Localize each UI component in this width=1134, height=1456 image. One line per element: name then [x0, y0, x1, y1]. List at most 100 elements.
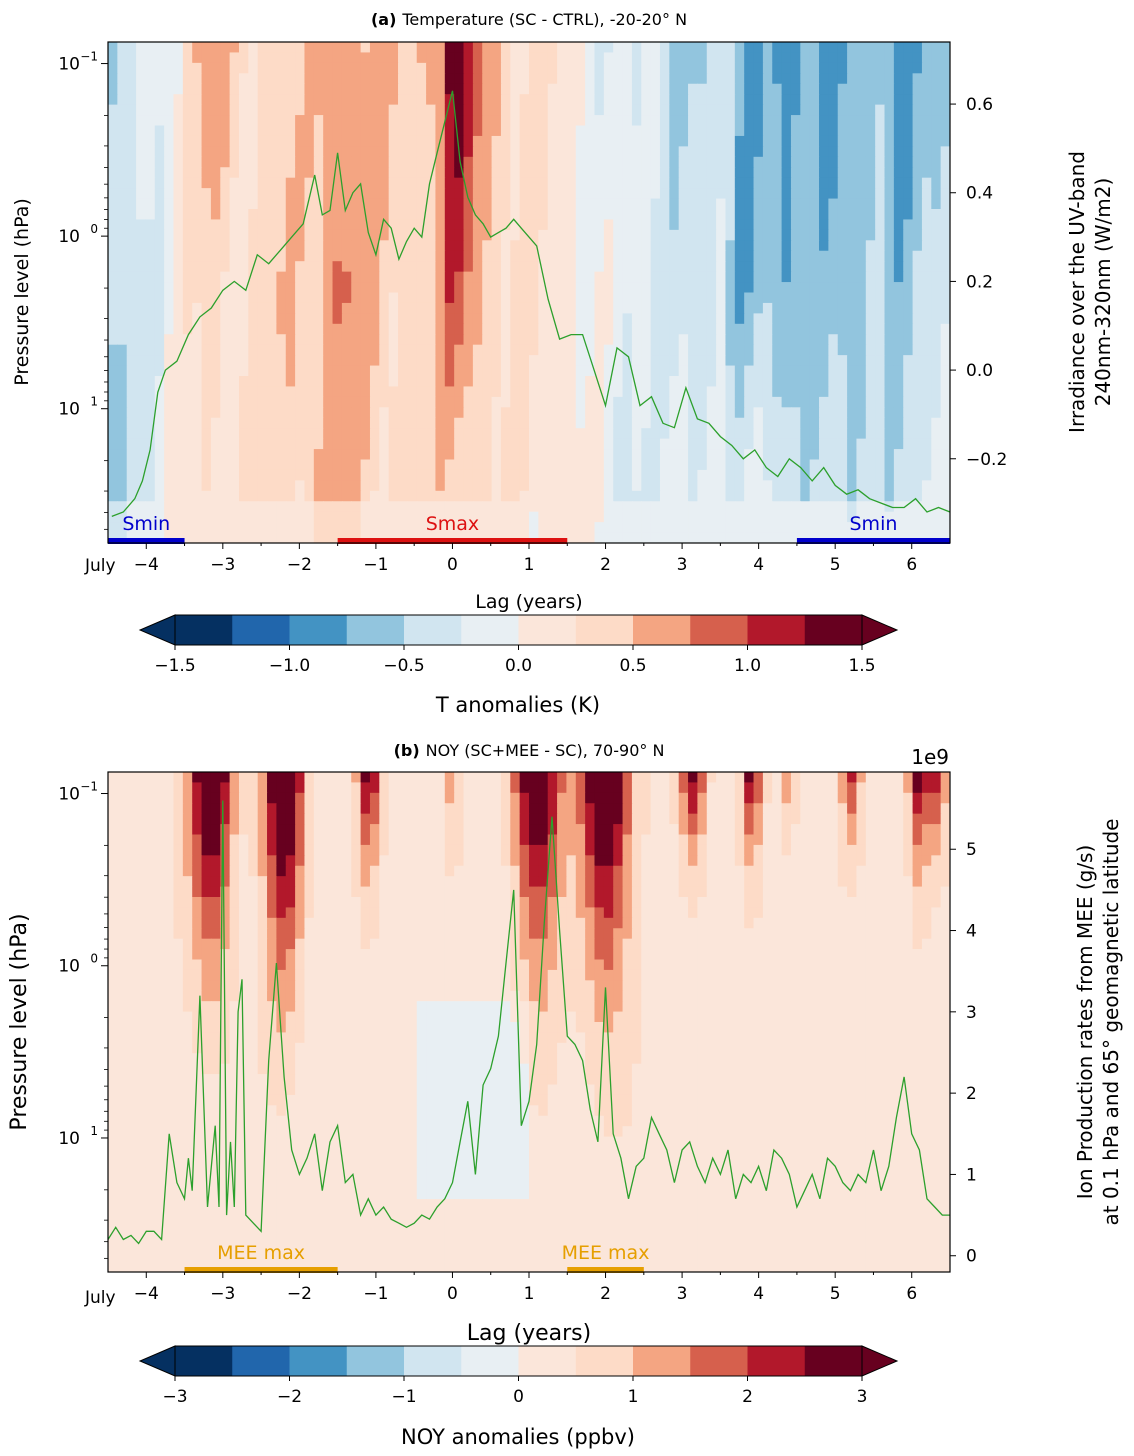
heatmap-cell — [407, 313, 417, 324]
heatmap-cell — [931, 512, 941, 523]
heatmap-cell — [379, 491, 389, 502]
heatmap-cell — [286, 303, 296, 314]
heatmap-cell — [576, 460, 586, 471]
heatmap-cell — [454, 772, 464, 783]
heatmap-cell — [679, 240, 689, 251]
heatmap-cell — [323, 313, 333, 324]
heatmap-cell — [529, 105, 539, 116]
heatmap-cell — [183, 126, 193, 137]
heatmap-cell — [810, 63, 820, 74]
heatmap-cell — [576, 52, 586, 63]
heatmap-cell — [641, 439, 651, 450]
heatmap-cell — [417, 84, 427, 95]
heatmap-cell — [697, 522, 707, 533]
heatmap-cell — [258, 470, 268, 481]
heatmap-cell — [576, 209, 586, 220]
heatmap-cell — [333, 199, 343, 210]
heatmap-cell — [145, 470, 155, 481]
heatmap-cell — [613, 63, 623, 74]
heatmap-cell — [258, 480, 268, 491]
heatmap-cell — [557, 261, 567, 272]
heatmap-cell — [735, 188, 745, 199]
heatmap-cell — [725, 366, 735, 377]
heatmap-cell — [632, 84, 642, 95]
heatmap-cell — [791, 407, 801, 418]
heatmap-cell — [875, 167, 885, 178]
heatmap-cell — [679, 522, 689, 533]
heatmap-cell — [361, 449, 371, 460]
heatmap-cell — [473, 418, 483, 429]
heatmap-cell — [342, 376, 352, 387]
heatmap-cell — [202, 84, 212, 95]
heatmap-cell — [267, 428, 277, 439]
heatmap-cell — [164, 376, 174, 387]
heatmap-cell — [323, 42, 333, 53]
heatmap-cell — [838, 334, 848, 345]
heatmap-cell — [941, 73, 951, 84]
heatmap-cell — [389, 209, 399, 220]
heatmap-cell — [735, 136, 745, 147]
heatmap-cell — [173, 209, 183, 220]
heatmap-cell — [454, 188, 464, 199]
heatmap-cell — [828, 251, 838, 262]
heatmap-cell — [913, 157, 923, 168]
heatmap-cell — [538, 126, 548, 137]
heatmap-cell — [286, 439, 296, 450]
heatmap-cell — [342, 522, 352, 533]
heatmap-cell — [557, 230, 567, 241]
heatmap-cell — [791, 449, 801, 460]
heatmap-cell — [548, 386, 558, 397]
heatmap-cell — [108, 355, 118, 366]
heatmap-cell — [136, 386, 146, 397]
heatmap-cell — [688, 439, 698, 450]
heatmap-cell — [922, 126, 932, 137]
heatmap-cell — [538, 52, 548, 63]
heatmap-cell — [875, 157, 885, 168]
heatmap-cell — [492, 376, 502, 387]
heatmap-cell — [688, 293, 698, 304]
heatmap-cell — [623, 480, 633, 491]
heatmap-cell — [286, 324, 296, 335]
heatmap-cell — [510, 94, 520, 105]
heatmap-cell — [258, 230, 268, 241]
heatmap-cell — [707, 366, 717, 377]
heatmap-cell — [164, 136, 174, 147]
heatmap-cell — [922, 94, 932, 105]
heatmap-cell — [913, 376, 923, 387]
heatmap-cell — [931, 188, 941, 199]
heatmap-cell — [791, 522, 801, 533]
heatmap-cell — [566, 261, 576, 272]
heatmap-cell — [585, 782, 595, 793]
heatmap-cell — [117, 126, 127, 137]
heatmap-cell — [192, 491, 202, 502]
heatmap-cell — [819, 501, 829, 512]
heatmap-cell — [351, 522, 361, 533]
heatmap-cell — [267, 470, 277, 481]
heatmap-cell — [454, 136, 464, 147]
heatmap-cell — [183, 42, 193, 53]
heatmap-cell — [342, 814, 352, 825]
heatmap-cell — [155, 814, 165, 825]
heatmap-cell — [342, 793, 352, 804]
heatmap-cell — [211, 178, 221, 189]
heatmap-cell — [866, 303, 876, 314]
heatmap-cell — [510, 42, 520, 53]
heatmap-cell — [379, 512, 389, 523]
heatmap-cell — [314, 366, 324, 377]
heatmap-cell — [707, 94, 717, 105]
heatmap-cell — [828, 491, 838, 502]
heatmap-cell — [286, 52, 296, 63]
heatmap-cell — [117, 470, 127, 481]
heatmap-cell — [772, 366, 782, 377]
heatmap-cell — [903, 460, 913, 471]
heatmap-cell — [211, 63, 221, 74]
heatmap-cell — [669, 313, 679, 324]
heatmap-cell — [922, 63, 932, 74]
heatmap-cell — [473, 324, 483, 335]
heatmap-cell — [763, 782, 773, 793]
heatmap-cell — [538, 793, 548, 804]
heatmap-cell — [108, 470, 118, 481]
heatmap-cell — [866, 428, 876, 439]
heatmap-cell — [735, 126, 745, 137]
heatmap-cell — [164, 480, 174, 491]
